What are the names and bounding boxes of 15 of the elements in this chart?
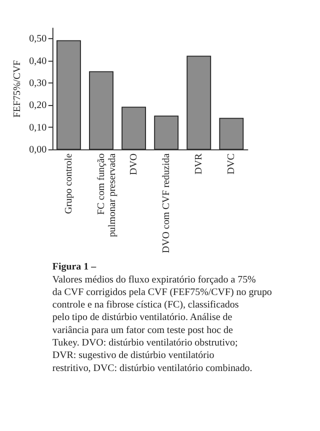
y-tick-label: 0,10 [29,122,47,134]
x-tick-label: DVC [226,153,238,174]
x-tick-label: FC com função pulmonar preservada [96,152,118,238]
text: Valores médios do fluxo expiratório forçado a 75% da CVF corrigidos pela CVF (FEF75%/CVF) no grupo controle e na fibrose cística (FC), classificados pelo tipo de distúrbio ventilatório. Análise de variância para um fator com teste post hoc de Tukey. DVO: distúrbio ventilatório obstrutivo; DVR: sugestivo de distúrbio ventilatório restritivo, DVC: distúrbio ventilatório combinado. [52,274,272,374]
y-axis-title: FEF75%/CVF [12,60,24,118]
x-tick-label: DVO com CVF reduzida [161,152,172,254]
x-tick-label: Grupo controle [63,152,74,214]
x-tick-label: DVR [194,153,205,174]
x-tick-label: DVO [128,153,140,175]
y-tick-label: 0,50 [29,34,47,45]
y-tick-label: 0,30 [29,78,47,89]
y-tick-label: 0,00 [29,144,47,156]
text: Figura 1 – [52,262,98,273]
y-tick-label: 0,40 [29,56,47,67]
y-tick-label: 0,20 [29,100,47,112]
